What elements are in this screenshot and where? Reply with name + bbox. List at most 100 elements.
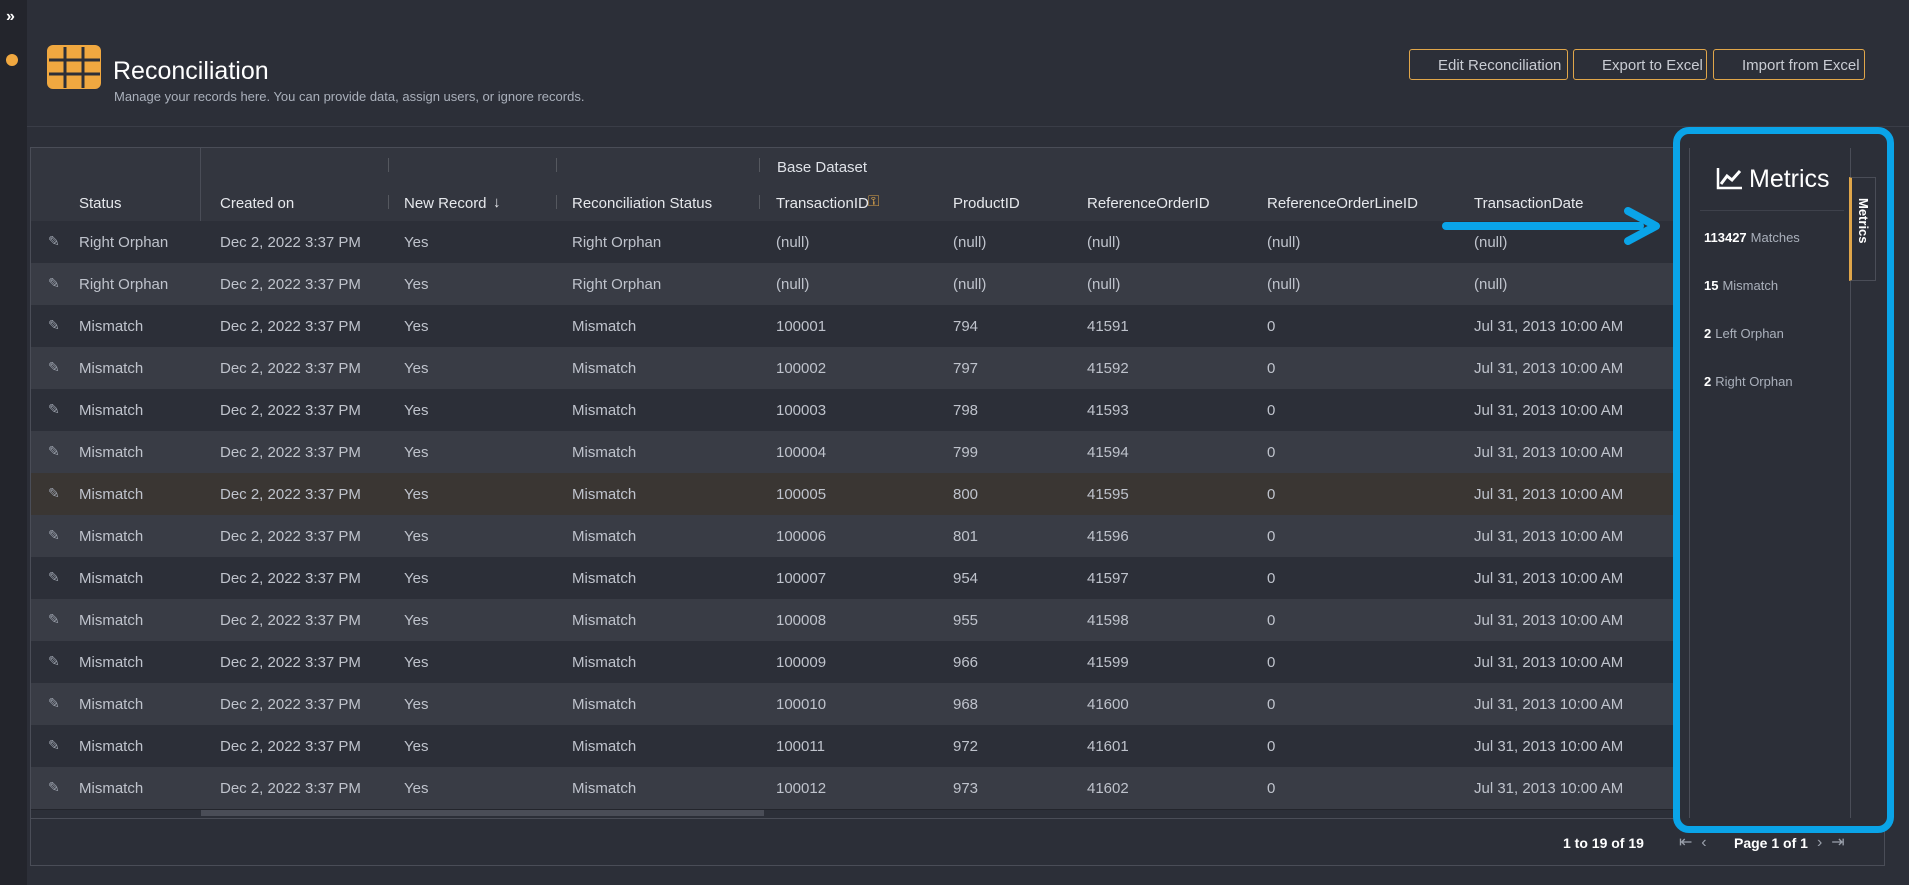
column-header[interactable]: ProductID <box>953 195 1020 212</box>
table-cell: 800 <box>953 486 979 503</box>
pagination-range: 1 to 19 of 19 <box>1563 835 1644 851</box>
table-row[interactable]: ✎ Mismatch Dec 2, 2022 3:37 PM Yes Mismatch 1… <box>31 473 1673 516</box>
table-row[interactable]: ✎ Mismatch Dec 2, 2022 3:37 PM Yes Mismatch 1… <box>31 515 1673 558</box>
column-header[interactable]: New Record <box>404 195 487 212</box>
edit-icon[interactable]: ✎ <box>48 401 60 417</box>
edit-icon[interactable]: ✎ <box>48 653 60 669</box>
table-cell: (null) <box>1087 234 1121 251</box>
table-cell: 100011 <box>776 738 825 755</box>
table-cell: Yes <box>404 486 429 503</box>
table-row[interactable]: ✎ Mismatch Dec 2, 2022 3:37 PM Yes Mismatch 1… <box>31 347 1673 390</box>
table-cell: Yes <box>404 360 429 377</box>
table-cell: Yes <box>404 276 429 293</box>
table-cell: 0 <box>1267 654 1276 671</box>
table-row[interactable]: ✎ Mismatch Dec 2, 2022 3:37 PM Yes Mismatch 1… <box>31 767 1673 810</box>
table-row[interactable]: ✎ Right Orphan Dec 2, 2022 3:37 PM Yes Right… <box>31 221 1673 264</box>
table-cell: 794 <box>953 318 979 335</box>
pagination-page: Page 1 of 1 <box>1734 835 1808 851</box>
column-separator <box>388 195 389 209</box>
column-header[interactable]: Status <box>79 195 122 212</box>
table-row[interactable]: ✎ Mismatch Dec 2, 2022 3:37 PM Yes Mismatch 1… <box>31 431 1673 474</box>
table-cell: Mismatch <box>572 654 637 671</box>
table-cell: 41600 <box>1087 696 1129 713</box>
import-button[interactable]: Import from Excel <box>1713 49 1865 80</box>
edit-icon[interactable]: ✎ <box>48 527 60 543</box>
edit-button[interactable]: Edit Reconciliation <box>1409 49 1568 80</box>
table-cell: Mismatch <box>79 318 144 335</box>
metric-count: 2 <box>1704 326 1712 341</box>
export-button[interactable]: Export to Excel <box>1573 49 1707 80</box>
edit-icon[interactable]: ✎ <box>48 695 60 711</box>
table-cell: 100005 <box>776 486 827 503</box>
table-cell: 955 <box>953 612 979 629</box>
table-cell: 100006 <box>776 528 827 545</box>
table-cell: 0 <box>1267 570 1276 587</box>
table-row[interactable]: ✎ Mismatch Dec 2, 2022 3:37 PM Yes Mismatch 1… <box>31 641 1673 684</box>
table-cell: 100004 <box>776 444 827 461</box>
table-row[interactable]: ✎ Right Orphan Dec 2, 2022 3:37 PM Yes Right… <box>31 263 1673 306</box>
table-cell: 41592 <box>1087 360 1129 377</box>
table-cell: 41595 <box>1087 486 1129 503</box>
table-cell: 100002 <box>776 360 827 377</box>
table-cell: Dec 2, 2022 3:37 PM <box>220 570 361 587</box>
expand-icon[interactable]: » <box>6 8 15 25</box>
metric-label: Right Orphan <box>1715 374 1793 389</box>
divider <box>27 126 1909 127</box>
edit-icon[interactable]: ✎ <box>48 485 60 501</box>
edit-icon[interactable]: ✎ <box>48 359 60 375</box>
pagination-nav-next[interactable]: › ⇥ <box>1817 834 1845 851</box>
table-cell: Yes <box>404 696 429 713</box>
edit-icon[interactable]: ✎ <box>48 317 60 333</box>
table-cell: Dec 2, 2022 3:37 PM <box>220 486 361 503</box>
table-row[interactable]: ✎ Mismatch Dec 2, 2022 3:37 PM Yes Mismatch 1… <box>31 389 1673 432</box>
table-cell: (null) <box>1267 276 1301 293</box>
column-header[interactable]: Reconciliation Status <box>572 195 713 212</box>
column-header[interactable]: ReferenceOrderID <box>1087 195 1210 212</box>
edit-icon[interactable]: ✎ <box>48 275 60 291</box>
table-row[interactable]: ✎ Mismatch Dec 2, 2022 3:37 PM Yes Mismatch 1… <box>31 599 1673 642</box>
metric-count: 2 <box>1704 374 1712 389</box>
table-cell: 0 <box>1267 402 1276 419</box>
column-header[interactable]: TransactionDate <box>1474 195 1584 212</box>
column-header[interactable]: ReferenceOrderLineID <box>1267 195 1418 212</box>
column-header[interactable]: Created on <box>220 195 295 212</box>
table-cell: Mismatch <box>79 528 144 545</box>
table-row[interactable]: ✎ Mismatch Dec 2, 2022 3:37 PM Yes Mismatch 1… <box>31 305 1673 348</box>
edit-icon[interactable]: ✎ <box>48 569 60 585</box>
column-header[interactable]: TransactionID <box>776 195 869 212</box>
table-cell: Mismatch <box>79 570 144 587</box>
edit-icon[interactable]: ✎ <box>48 779 60 795</box>
metrics-tab[interactable]: Metrics <box>1849 177 1876 281</box>
metric-label: Left Orphan <box>1715 326 1784 341</box>
edit-icon[interactable]: ✎ <box>48 233 60 249</box>
table-cell: Mismatch <box>79 654 144 671</box>
table-cell: 0 <box>1267 738 1276 755</box>
group-header-row <box>31 148 1884 186</box>
table-row[interactable]: ✎ Mismatch Dec 2, 2022 3:37 PM Yes Mismatch 1… <box>31 725 1673 768</box>
footer <box>31 818 1884 819</box>
table: Base Dataset 1 to 19 of 19 ⇤ ‹ Page 1 of… <box>30 147 1885 866</box>
table-cell: 0 <box>1267 444 1276 461</box>
table-cell: Mismatch <box>572 738 637 755</box>
table-cell: Yes <box>404 444 429 461</box>
table-cell: 100008 <box>776 612 827 629</box>
metrics-icon <box>1716 168 1742 190</box>
table-cell: 41597 <box>1087 570 1129 587</box>
metric-item: 2 Left Orphan <box>1704 326 1784 341</box>
table-cell: (null) <box>776 234 810 251</box>
edit-icon[interactable]: ✎ <box>48 737 60 753</box>
metric-item: 2 Right Orphan <box>1704 374 1793 389</box>
table-row[interactable]: ✎ Mismatch Dec 2, 2022 3:37 PM Yes Mismatch 1… <box>31 683 1673 726</box>
table-cell: (null) <box>953 276 987 293</box>
table-cell: Jul 31, 2013 10:00 AM <box>1474 570 1624 587</box>
edit-icon[interactable]: ✎ <box>48 443 60 459</box>
sidebar: » <box>0 0 27 885</box>
table-row[interactable]: ✎ Mismatch Dec 2, 2022 3:37 PM Yes Mismatch 1… <box>31 557 1673 600</box>
metrics-tab-label: Metrics <box>1856 198 1871 244</box>
table-cell: Mismatch <box>79 696 144 713</box>
add-icon[interactable] <box>6 54 18 66</box>
table-icon <box>47 45 101 89</box>
table-cell: Dec 2, 2022 3:37 PM <box>220 696 361 713</box>
pagination-nav[interactable]: ⇤ ‹ <box>1679 834 1707 851</box>
edit-icon[interactable]: ✎ <box>48 611 60 627</box>
